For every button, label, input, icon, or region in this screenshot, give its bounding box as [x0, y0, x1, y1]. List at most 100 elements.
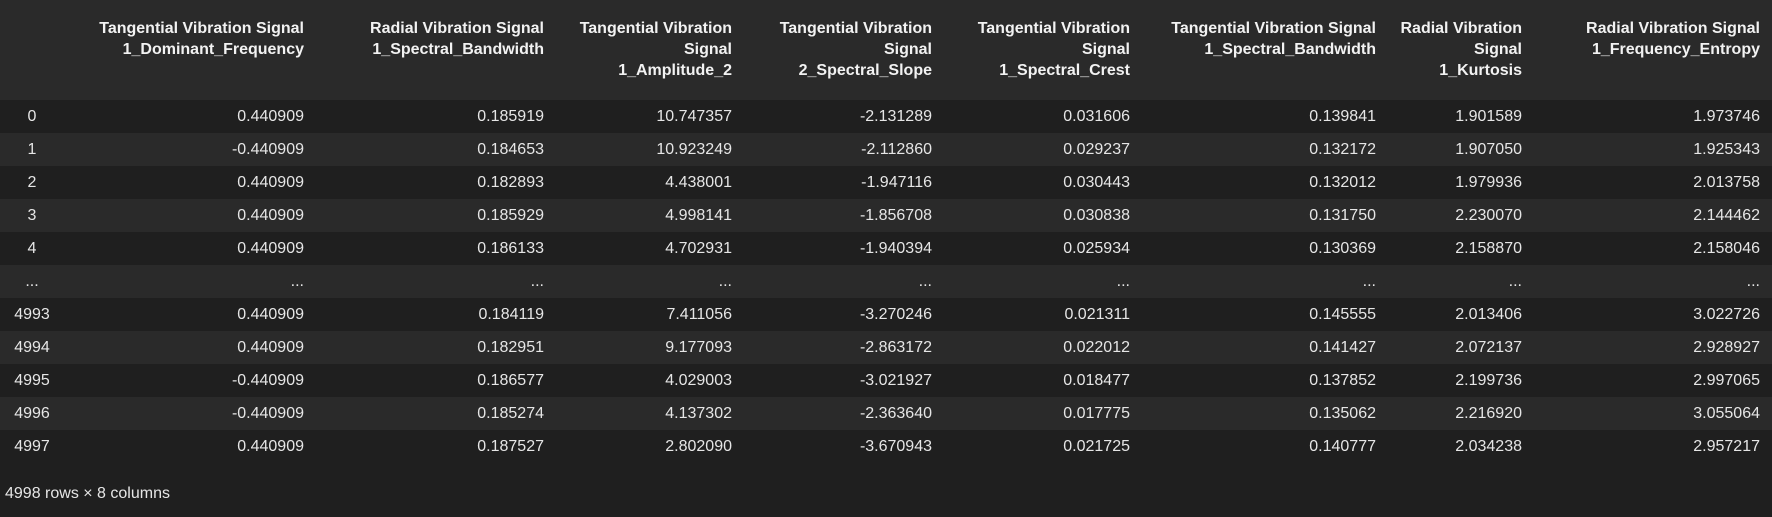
- row-index: 1: [27, 141, 37, 158]
- table-cell: 4.998141: [665, 207, 732, 224]
- table-cell: 0.145555: [1309, 306, 1376, 323]
- table-body: 0 0.440909 0.185919 10.747357 -2.131289 …: [0, 100, 1772, 463]
- table-cell: 3.055064: [1693, 405, 1760, 422]
- table-cell: 0.184653: [477, 141, 544, 158]
- table-cell: 0.182893: [477, 174, 544, 191]
- table-cell: -3.270246: [859, 306, 932, 323]
- table-cell: 0.030443: [1063, 174, 1130, 191]
- table-cell: ...: [1746, 273, 1760, 290]
- table-cell: 0.185274: [477, 405, 544, 422]
- table-cell: 0.187527: [477, 438, 544, 455]
- dataframe-table: Tangential Vibration Signal 1_Dominant_F…: [0, 0, 1772, 463]
- table-cell: 0.022012: [1063, 339, 1130, 356]
- row-index: 4994: [14, 339, 50, 356]
- table-cell: 0.440909: [237, 174, 304, 191]
- table-cell: 0.031606: [1063, 108, 1130, 125]
- column-header: Tangential Vibration Signal 1_Spectral_C…: [977, 20, 1130, 79]
- table-row: 4994 0.440909 0.182951 9.177093 -2.86317…: [0, 331, 1772, 364]
- table-header: Tangential Vibration Signal 1_Dominant_F…: [0, 0, 1772, 100]
- table-cell: 0.186133: [477, 240, 544, 257]
- table-cell: 2.230070: [1455, 207, 1522, 224]
- table-cell: 1.979936: [1455, 174, 1522, 191]
- row-index: 4995: [14, 372, 50, 389]
- table-cell: ...: [530, 273, 544, 290]
- table-row: 0 0.440909 0.185919 10.747357 -2.131289 …: [0, 100, 1772, 133]
- table-cell: 0.182951: [477, 339, 544, 356]
- table-cell: 0.132172: [1309, 141, 1376, 158]
- column-header: Radial Vibration Signal 1_Frequency_Entr…: [1586, 20, 1760, 58]
- table-cell: 10.747357: [656, 108, 732, 125]
- table-cell: ...: [1362, 273, 1376, 290]
- table-cell: 10.923249: [656, 141, 732, 158]
- table-cell: 0.131750: [1309, 207, 1376, 224]
- column-header: Tangential Vibration Signal 1_Amplitude_…: [579, 20, 732, 79]
- table-cell: 2.158870: [1455, 240, 1522, 257]
- table-cell: 7.411056: [666, 306, 732, 323]
- table-cell: -2.131289: [859, 108, 932, 125]
- table-cell: 4.029003: [665, 372, 732, 389]
- table-cell: 2.928927: [1693, 339, 1760, 356]
- table-row: 3 0.440909 0.185929 4.998141 -1.856708 0…: [0, 199, 1772, 232]
- table-cell: 0.184119: [478, 306, 544, 323]
- row-index: 0: [27, 108, 37, 125]
- table-cell: 2.216920: [1455, 405, 1522, 422]
- table-cell: 4.137302: [665, 405, 732, 422]
- table-cell: 0.440909: [237, 108, 304, 125]
- table-cell: 1.973746: [1693, 108, 1760, 125]
- table-cell: 0.132012: [1309, 174, 1376, 191]
- table-cell: -0.440909: [231, 372, 304, 389]
- row-index: 2: [27, 174, 37, 191]
- column-header: Radial Vibration Signal 1_Kurtosis: [1400, 20, 1522, 79]
- table-cell: -1.856708: [859, 207, 932, 224]
- table-cell: 0.030838: [1063, 207, 1130, 224]
- table-cell: 4.702931: [665, 240, 732, 257]
- row-index: 3: [27, 207, 37, 224]
- table-row: 4 0.440909 0.186133 4.702931 -1.940394 0…: [0, 232, 1772, 265]
- row-index: 4: [27, 240, 37, 257]
- column-header: Tangential Vibration Signal 2_Spectral_S…: [779, 20, 932, 79]
- table-cell: 1.907050: [1455, 141, 1522, 158]
- table-cell: ...: [718, 273, 732, 290]
- table-cell: 0.029237: [1063, 141, 1130, 158]
- table-cell: 9.177093: [665, 339, 732, 356]
- table-cell: 2.199736: [1455, 372, 1522, 389]
- table-cell: 0.135062: [1309, 405, 1376, 422]
- table-cell: 0.017775: [1063, 405, 1130, 422]
- table-row: 4995 -0.440909 0.186577 4.029003 -3.0219…: [0, 364, 1772, 397]
- table-cell: 0.021311: [1064, 306, 1130, 323]
- header-row: Tangential Vibration Signal 1_Dominant_F…: [0, 0, 1772, 100]
- table-cell: 0.021725: [1063, 438, 1130, 455]
- table-cell: -0.440909: [231, 405, 304, 422]
- table-row: 4993 0.440909 0.184119 7.411056 -3.27024…: [0, 298, 1772, 331]
- index-header: [0, 0, 64, 100]
- table-cell: -2.363640: [859, 405, 932, 422]
- table-cell: -3.021927: [859, 372, 932, 389]
- table-cell: 2.144462: [1693, 207, 1760, 224]
- row-index: ...: [25, 273, 39, 290]
- table-cell: -0.440909: [231, 141, 304, 158]
- table-cell: 2.997065: [1693, 372, 1760, 389]
- table-cell: 0.440909: [237, 306, 304, 323]
- table-cell: ...: [1116, 273, 1130, 290]
- table-cell: 0.186577: [477, 372, 544, 389]
- table-row: 1 -0.440909 0.184653 10.923249 -2.112860…: [0, 133, 1772, 166]
- table-cell: ...: [290, 273, 304, 290]
- dataframe-output: Tangential Vibration Signal 1_Dominant_F…: [0, 0, 1772, 463]
- table-cell: -3.670943: [859, 438, 932, 455]
- row-index: 4993: [14, 306, 50, 323]
- column-header: Tangential Vibration Signal 1_Spectral_B…: [1171, 20, 1376, 58]
- table-cell: -1.947116: [861, 174, 932, 191]
- table-cell: 0.185919: [477, 108, 544, 125]
- table-cell: 2.072137: [1455, 339, 1522, 356]
- table-cell: 3.022726: [1693, 306, 1760, 323]
- table-cell: 0.440909: [237, 240, 304, 257]
- table-cell: 0.140777: [1309, 438, 1376, 455]
- table-cell: 0.137852: [1309, 372, 1376, 389]
- table-cell: 2.013758: [1693, 174, 1760, 191]
- row-index: 4996: [14, 405, 50, 422]
- table-cell: ...: [918, 273, 932, 290]
- table-cell: 0.025934: [1063, 240, 1130, 257]
- table-cell: 2.957217: [1693, 438, 1760, 455]
- table-cell: ...: [1508, 273, 1522, 290]
- table-row: 2 0.440909 0.182893 4.438001 -1.947116 0…: [0, 166, 1772, 199]
